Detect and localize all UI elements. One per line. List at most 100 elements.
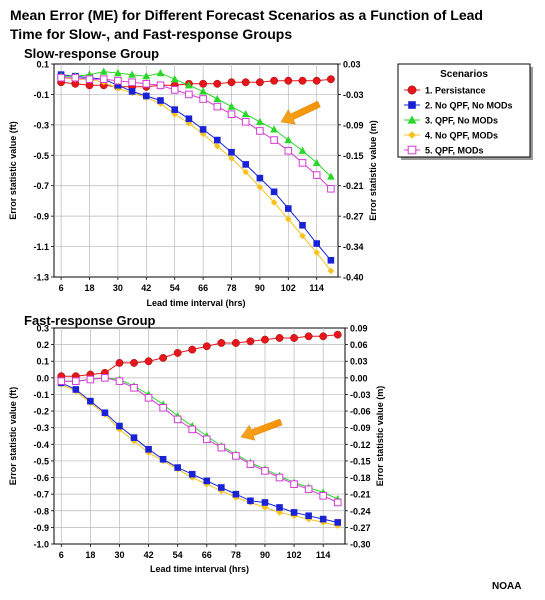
x-tick-label: 78 xyxy=(226,283,236,293)
arrow-shape xyxy=(280,100,321,125)
legend-box xyxy=(397,63,531,158)
x-tick-label: 90 xyxy=(260,550,270,560)
data-point xyxy=(99,75,108,84)
y2-tick-label: -0.09 xyxy=(343,120,364,130)
x-axis-label: Lead time interval (hrs) xyxy=(146,298,245,308)
data-point xyxy=(57,377,66,385)
data-point xyxy=(128,70,136,78)
data-point xyxy=(116,422,123,430)
y2-tick-label: -0.27 xyxy=(343,212,364,222)
data-point xyxy=(227,110,236,119)
data-point xyxy=(174,464,181,471)
data-point xyxy=(218,484,225,491)
x-tick-label: 18 xyxy=(84,283,94,293)
data-point xyxy=(246,337,255,346)
data-point xyxy=(130,437,138,445)
y-tick-label: -0.1 xyxy=(33,390,49,400)
y2-tick-label: -0.18 xyxy=(350,473,371,483)
data-point xyxy=(327,184,335,193)
data-point xyxy=(213,94,222,103)
y-tick-label: 0.1 xyxy=(36,357,49,367)
data-point xyxy=(170,86,179,94)
data-point xyxy=(285,215,292,223)
x-tick-label: 18 xyxy=(85,550,95,560)
data-point xyxy=(275,334,284,342)
data-point xyxy=(327,256,335,264)
data-point xyxy=(188,425,197,434)
y2-tick-label: -0.03 xyxy=(343,90,364,100)
x-tick-label: 102 xyxy=(287,550,302,560)
data-point xyxy=(199,95,207,103)
y-tick-label: -0.5 xyxy=(33,456,49,466)
x-tick-label: 54 xyxy=(170,283,180,293)
y2-tick-label: -0.09 xyxy=(350,423,371,433)
data-point xyxy=(115,377,124,385)
data-point xyxy=(99,67,108,75)
y2-tick-label: 0.09 xyxy=(350,324,368,334)
x-tick-label: 90 xyxy=(255,283,265,293)
data-point xyxy=(101,374,109,382)
legend-label: 2. No QPF, No MODs xyxy=(425,101,513,111)
legend-label: 3. QPF, No MODs xyxy=(425,116,498,126)
data-point xyxy=(256,174,264,182)
x-tick-label: 42 xyxy=(144,550,154,560)
y2-tick-label: 0.06 xyxy=(350,340,368,350)
y-tick-label: -0.9 xyxy=(33,212,49,222)
data-point xyxy=(319,332,328,341)
y2-tick-label: -0.40 xyxy=(343,273,364,283)
legend-label: 5. QPF, MODs xyxy=(425,146,484,156)
data-point xyxy=(284,146,293,155)
y-tick-label: -0.7 xyxy=(33,181,49,191)
data-point xyxy=(276,509,283,516)
plot-area xyxy=(53,63,339,278)
data-point xyxy=(130,358,138,367)
data-point xyxy=(199,126,207,133)
data-point xyxy=(227,78,236,87)
data-point xyxy=(171,110,178,118)
plot-area xyxy=(53,327,346,545)
data-point xyxy=(203,477,211,485)
data-point xyxy=(319,492,327,500)
legend-item: 1. Persistance xyxy=(404,86,486,96)
y2-tick-label: -0.03 xyxy=(350,390,371,400)
data-point xyxy=(241,78,250,87)
data-point xyxy=(256,183,264,191)
x-tick-label: 42 xyxy=(141,283,151,293)
data-point xyxy=(199,87,207,95)
data-point xyxy=(256,127,264,135)
data-point xyxy=(319,515,327,523)
y-tick-label: -0.6 xyxy=(33,473,49,483)
y2-tick-label: 0.03 xyxy=(343,60,361,70)
data-point xyxy=(71,73,80,82)
legend: Scenarios 1. Persistance 2. No QPF, No MOD… xyxy=(397,63,533,160)
data-point xyxy=(232,494,240,501)
data-point xyxy=(217,339,226,347)
data-point xyxy=(159,354,168,362)
y-tick-label: 0.1 xyxy=(36,60,49,70)
y-tick-label: -0.5 xyxy=(33,151,49,161)
data-point xyxy=(228,148,235,156)
y2-tick-label: 0.03 xyxy=(350,357,368,367)
legend-label: 1. Persistance xyxy=(425,86,486,96)
data-point xyxy=(276,504,283,511)
x-tick-label: 78 xyxy=(231,550,241,560)
series-line xyxy=(61,77,332,272)
data-point xyxy=(232,452,240,460)
legend-label: 4. No QPF, MODs xyxy=(425,131,498,141)
legend-item: 4. No QPF, MODs xyxy=(404,131,498,141)
chart-title: Fast-response Group xyxy=(24,313,156,328)
data-point xyxy=(313,240,320,247)
legend-item: 5. QPF, MODs xyxy=(404,146,484,156)
data-point xyxy=(298,146,307,154)
data-point xyxy=(242,168,249,176)
x-tick-label: 54 xyxy=(173,550,183,560)
x-tick-label: 6 xyxy=(59,283,64,293)
y-tick-label: -0.1 xyxy=(33,90,49,100)
data-point xyxy=(156,81,165,90)
legend-marker xyxy=(407,115,417,124)
data-point xyxy=(145,445,152,453)
y2-tick-label: -0.27 xyxy=(350,523,371,533)
data-point xyxy=(261,504,269,511)
y-tick-label: -1.3 xyxy=(33,273,49,283)
highlight-arrow xyxy=(280,100,321,125)
